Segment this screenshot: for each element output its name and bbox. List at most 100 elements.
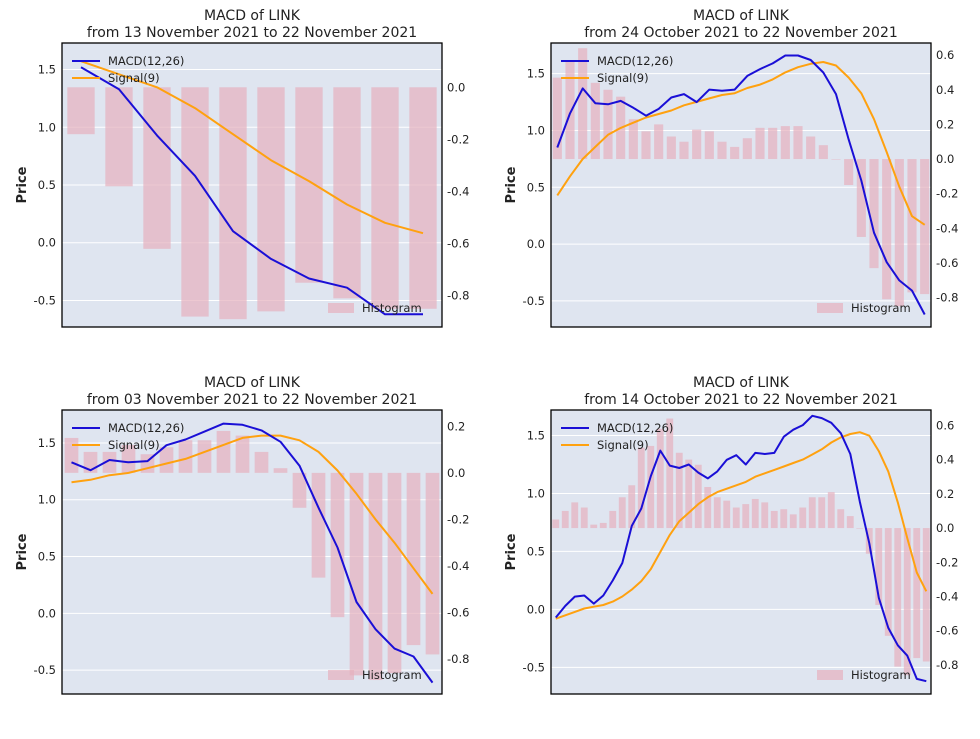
- y-tick-label: 1.0: [38, 120, 56, 134]
- histogram-bar: [884, 528, 892, 636]
- histogram-bar: [808, 497, 816, 529]
- y-tick-label: 1.0: [527, 486, 545, 500]
- histogram-bar: [713, 497, 721, 529]
- y2-tick-label: 0.4: [936, 453, 954, 467]
- histogram-label: Histogram: [851, 301, 911, 315]
- y2-tick-label: -0.6: [936, 256, 958, 270]
- histogram-bar: [856, 528, 864, 529]
- histogram-bar: [742, 504, 750, 529]
- y-tick-label: 0.5: [38, 178, 56, 192]
- histogram-bar: [730, 146, 740, 160]
- legend-label-signal: Signal(9): [597, 438, 649, 452]
- y-tick-label: 0.0: [527, 237, 545, 251]
- histogram-bar: [628, 485, 636, 529]
- histogram-bar: [780, 126, 790, 160]
- chart-title: MACD of LINK: [693, 375, 790, 391]
- y-tick-label: -0.5: [34, 293, 56, 307]
- y-tick-label: 1.5: [38, 436, 56, 450]
- histogram-bar: [818, 145, 828, 160]
- histogram-bar: [793, 126, 803, 160]
- y2-tick-label: -0.4: [447, 185, 469, 199]
- y-tick-label: 0.5: [38, 550, 56, 564]
- histogram-bar: [641, 131, 651, 160]
- macd-line: [71, 422, 434, 684]
- histogram-bar: [178, 440, 193, 473]
- histogram-legend-swatch: [328, 303, 354, 313]
- histogram-bar: [64, 437, 79, 473]
- histogram-bar: [751, 498, 759, 529]
- y-tick-label: 0.5: [527, 180, 545, 194]
- legend-label-signal: Signal(9): [108, 438, 160, 452]
- y-tick-label: -0.5: [523, 294, 545, 308]
- histogram-bar: [844, 159, 854, 185]
- y2-tick-label: -0.2: [447, 512, 469, 526]
- histogram-bar: [590, 524, 598, 529]
- histogram-bar: [371, 87, 399, 309]
- histogram-bar: [273, 468, 288, 473]
- histogram-bar: [105, 87, 133, 187]
- histogram-bar: [181, 87, 209, 317]
- legend-label-signal: Signal(9): [597, 71, 649, 85]
- macd-line: [80, 66, 423, 316]
- histogram-bar: [920, 159, 930, 295]
- histogram-bar: [561, 510, 569, 529]
- histogram-bar: [907, 159, 917, 293]
- histogram-bar: [330, 472, 345, 618]
- y2-tick-label: -0.6: [936, 624, 958, 638]
- y-axis-label: Price: [15, 533, 30, 570]
- plot-frame: [550, 42, 932, 328]
- histogram-bar: [216, 430, 231, 473]
- histogram-bar: [913, 528, 921, 659]
- histogram-bar: [121, 444, 136, 473]
- histogram-bar: [425, 472, 440, 655]
- histogram-bar: [770, 510, 778, 529]
- histogram-bar: [856, 159, 866, 237]
- legend-label-macd: MACD(12,26): [108, 54, 184, 68]
- histogram-bar: [647, 445, 655, 529]
- histogram-bar: [656, 428, 664, 529]
- chart-title: MACD of LINK: [204, 375, 301, 391]
- plot-frame: [550, 409, 932, 695]
- chart-subtitle: from 13 November 2021 to 22 November 202…: [87, 25, 417, 41]
- histogram-bar: [694, 464, 702, 529]
- histogram-bar: [292, 472, 307, 508]
- legend-label-macd: MACD(12,26): [108, 421, 184, 435]
- macd-line: [556, 54, 926, 315]
- histogram-bar: [599, 522, 607, 529]
- histogram-bar: [894, 159, 904, 307]
- y-tick-label: 0.0: [38, 606, 56, 620]
- histogram-bar: [827, 492, 835, 529]
- histogram-bar: [552, 77, 562, 160]
- histogram-bar: [368, 472, 383, 681]
- histogram-bar: [654, 124, 664, 160]
- chart-panel-4: -0.5 0.0 0.5 1.0 1.5 -0.8 -0.6 -0.4 -0.2 0.0 0.2 0.…: [504, 375, 958, 695]
- histogram-bar: [565, 60, 575, 160]
- histogram-label: Histogram: [362, 301, 422, 315]
- histogram-bar: [846, 516, 854, 529]
- y2-tick-label: 0.2: [447, 419, 465, 433]
- y2-tick-label: -0.6: [447, 606, 469, 620]
- histogram-bar: [580, 507, 588, 529]
- legend-label-signal: Signal(9): [108, 71, 160, 85]
- histogram-bar: [197, 440, 212, 473]
- histogram-bar: [903, 528, 911, 676]
- y2-tick-label: -0.2: [447, 132, 469, 146]
- y-axis-label: Price: [504, 533, 519, 570]
- histogram-bar: [637, 447, 645, 529]
- histogram-legend-swatch: [817, 670, 843, 680]
- histogram-bar: [675, 452, 683, 529]
- histogram-bar: [102, 451, 117, 473]
- histogram-bar: [219, 87, 247, 320]
- histogram-bar: [333, 87, 361, 299]
- chart-panel-3: -0.5 0.0 0.5 1.0 1.5 -0.8 -0.6 -0.4 -0.2 0.0 0.2 Pr…: [15, 375, 469, 695]
- chart-panel-1: -0.5 0.0 0.5 1.0 1.5 -0.8 -0.6 -0.4 -0.2 0.0 Price…: [15, 8, 469, 328]
- histogram-label: Histogram: [851, 668, 911, 682]
- histogram-bar: [603, 89, 613, 160]
- y-tick-label: -0.5: [523, 660, 545, 674]
- y2-tick-label: 0.0: [447, 80, 465, 94]
- histogram-bar: [799, 507, 807, 529]
- histogram-bar: [818, 497, 826, 529]
- signal-line: [555, 431, 928, 620]
- histogram-bar: [922, 528, 930, 662]
